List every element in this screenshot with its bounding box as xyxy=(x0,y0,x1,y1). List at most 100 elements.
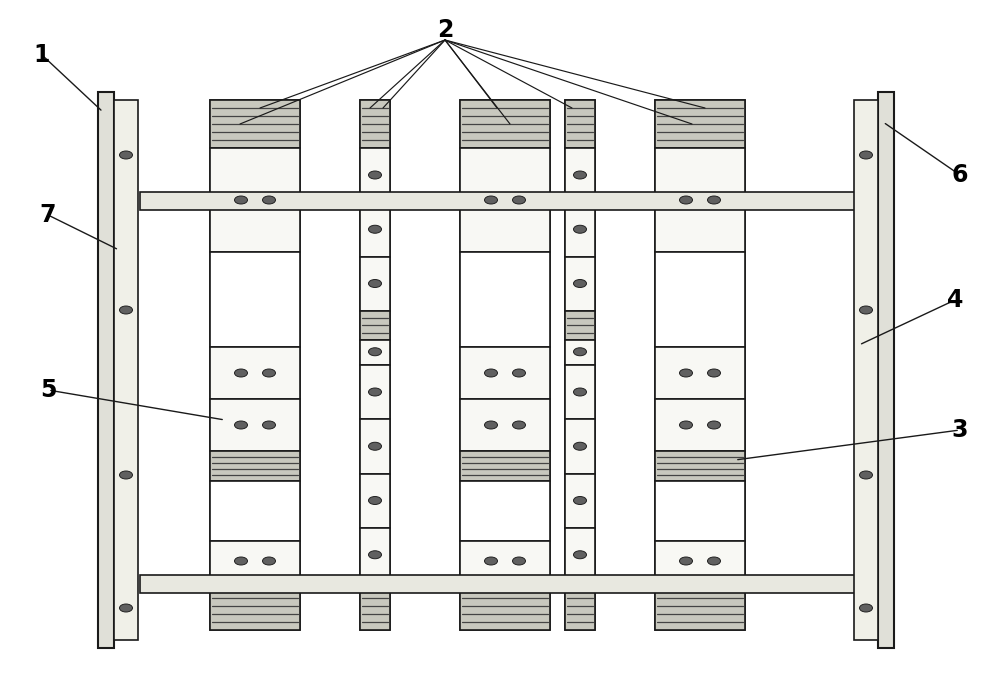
Bar xyxy=(655,582,745,630)
Text: 7: 7 xyxy=(40,203,56,227)
Ellipse shape xyxy=(574,348,586,356)
Bar xyxy=(360,528,390,582)
Ellipse shape xyxy=(262,421,276,429)
Bar xyxy=(98,92,114,648)
Ellipse shape xyxy=(574,388,586,396)
Ellipse shape xyxy=(368,348,382,356)
Bar xyxy=(655,148,745,252)
Ellipse shape xyxy=(708,369,720,377)
Ellipse shape xyxy=(512,196,526,204)
Bar xyxy=(460,100,550,630)
Bar xyxy=(460,481,550,541)
Ellipse shape xyxy=(484,421,498,429)
Ellipse shape xyxy=(368,551,382,559)
Bar xyxy=(565,365,595,419)
Ellipse shape xyxy=(708,557,720,565)
Bar xyxy=(210,100,300,148)
Bar xyxy=(210,399,300,451)
Ellipse shape xyxy=(708,421,720,429)
Ellipse shape xyxy=(368,280,382,287)
Ellipse shape xyxy=(484,196,498,204)
Bar xyxy=(360,473,390,528)
Ellipse shape xyxy=(368,171,382,179)
Text: 3: 3 xyxy=(952,418,968,442)
Ellipse shape xyxy=(680,421,692,429)
Bar xyxy=(565,203,595,256)
Ellipse shape xyxy=(234,369,248,377)
Ellipse shape xyxy=(262,196,276,204)
Ellipse shape xyxy=(708,196,720,204)
Bar xyxy=(854,100,878,640)
Bar xyxy=(565,148,595,203)
Bar xyxy=(210,252,300,347)
Bar xyxy=(114,100,138,640)
Bar xyxy=(210,582,300,630)
Bar xyxy=(210,451,300,481)
Ellipse shape xyxy=(368,388,382,396)
Ellipse shape xyxy=(574,497,586,504)
Ellipse shape xyxy=(574,551,586,559)
Ellipse shape xyxy=(574,442,586,450)
Ellipse shape xyxy=(120,604,132,612)
Ellipse shape xyxy=(860,151,872,159)
Text: 5: 5 xyxy=(40,378,56,402)
Bar xyxy=(565,311,595,340)
Bar xyxy=(460,252,550,347)
Bar xyxy=(655,541,745,582)
Ellipse shape xyxy=(512,557,526,565)
Bar xyxy=(878,92,894,648)
Ellipse shape xyxy=(120,306,132,314)
Ellipse shape xyxy=(262,557,276,565)
Bar xyxy=(655,399,745,451)
Bar xyxy=(655,100,745,148)
Bar xyxy=(210,347,300,399)
Ellipse shape xyxy=(574,280,586,287)
Bar xyxy=(460,399,550,451)
Bar xyxy=(460,582,550,630)
Ellipse shape xyxy=(574,225,586,234)
Bar xyxy=(360,582,390,630)
Bar xyxy=(655,451,745,481)
Ellipse shape xyxy=(484,557,498,565)
Bar xyxy=(210,148,300,252)
Bar xyxy=(565,100,595,630)
Bar xyxy=(360,256,390,311)
Ellipse shape xyxy=(234,421,248,429)
Bar xyxy=(460,541,550,582)
Ellipse shape xyxy=(368,225,382,234)
Bar xyxy=(140,575,870,593)
Text: 2: 2 xyxy=(437,18,453,42)
Ellipse shape xyxy=(680,557,692,565)
Bar xyxy=(360,148,390,203)
Bar xyxy=(360,100,390,148)
Bar xyxy=(460,148,550,252)
Bar xyxy=(360,100,390,630)
Text: 1: 1 xyxy=(34,43,50,67)
Bar xyxy=(210,481,300,541)
Bar xyxy=(360,311,390,340)
Ellipse shape xyxy=(860,471,872,479)
Bar xyxy=(460,100,550,148)
Ellipse shape xyxy=(860,604,872,612)
Bar xyxy=(655,481,745,541)
Bar xyxy=(565,256,595,311)
Bar xyxy=(140,192,870,210)
Ellipse shape xyxy=(234,196,248,204)
Ellipse shape xyxy=(234,557,248,565)
Ellipse shape xyxy=(680,196,692,204)
Text: 6: 6 xyxy=(952,163,968,187)
Ellipse shape xyxy=(574,171,586,179)
Ellipse shape xyxy=(368,497,382,504)
Ellipse shape xyxy=(512,369,526,377)
Bar xyxy=(565,473,595,528)
Ellipse shape xyxy=(484,369,498,377)
Bar xyxy=(565,100,595,148)
Ellipse shape xyxy=(368,442,382,450)
Bar xyxy=(460,451,550,481)
Text: 4: 4 xyxy=(947,288,963,312)
Bar xyxy=(460,347,550,399)
Bar xyxy=(210,100,300,630)
Bar xyxy=(565,419,595,473)
Bar xyxy=(360,203,390,256)
Bar xyxy=(565,340,595,365)
